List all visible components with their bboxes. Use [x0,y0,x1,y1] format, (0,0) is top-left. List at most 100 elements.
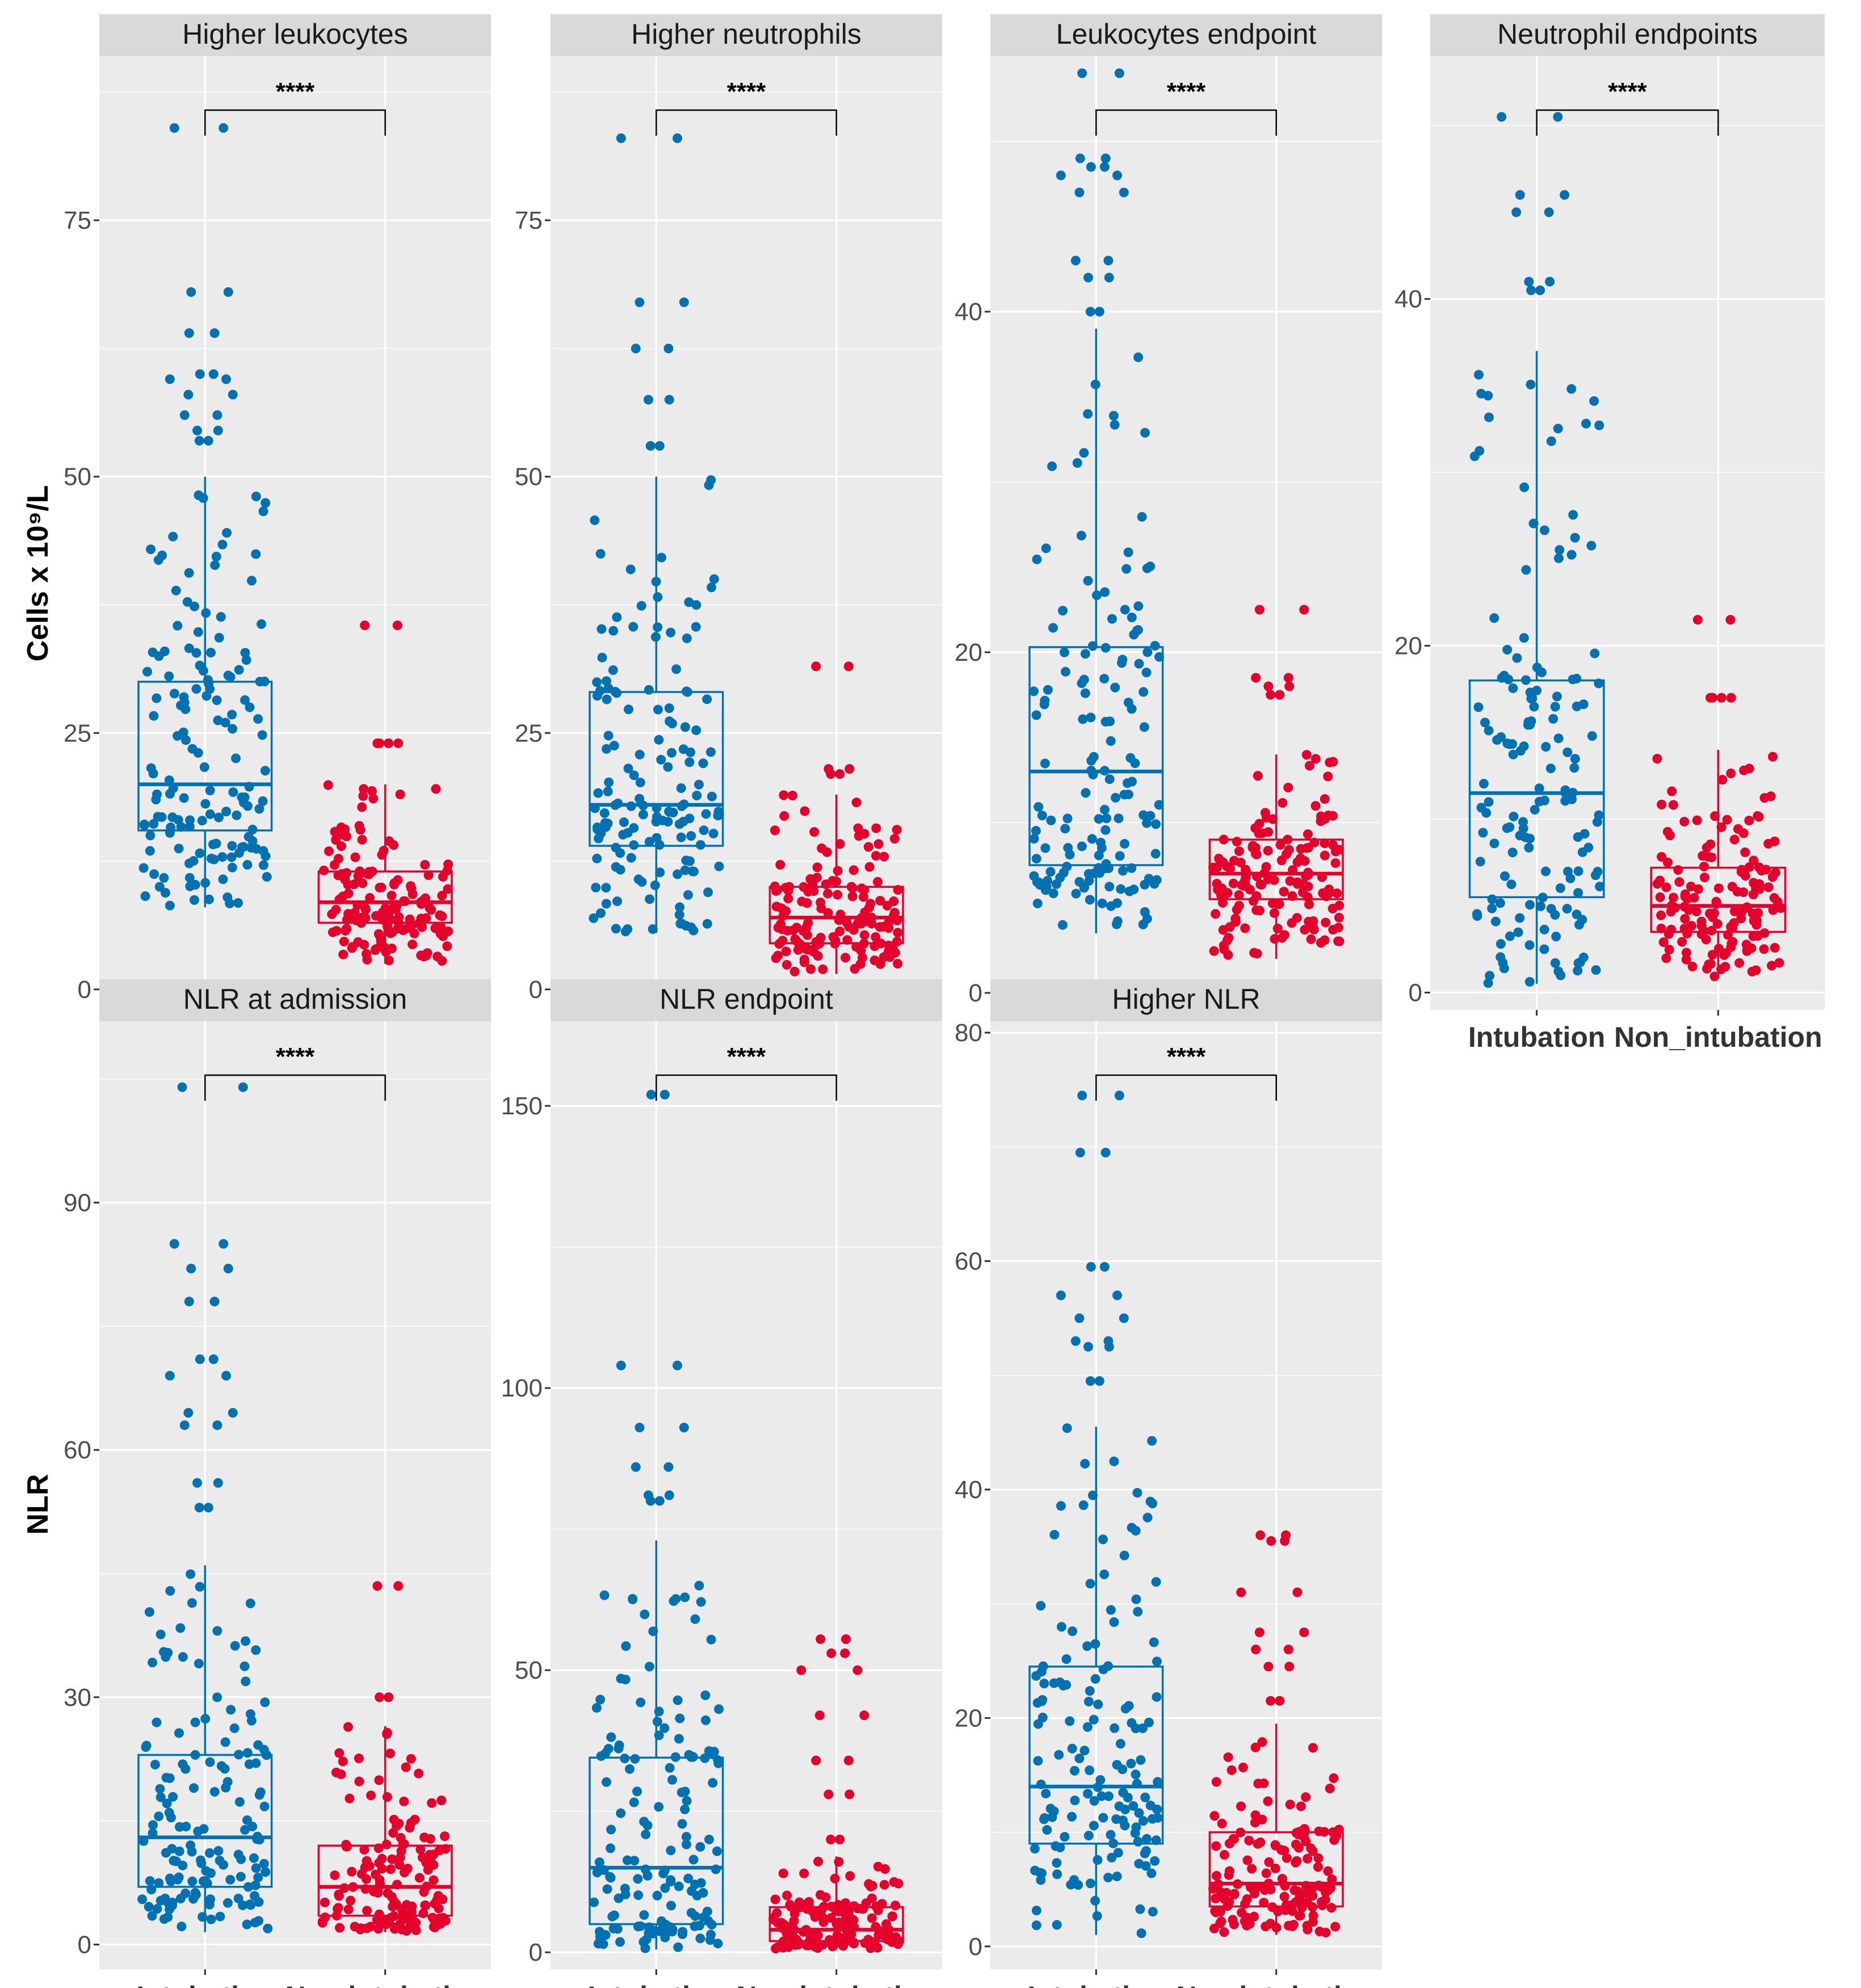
outlier-point [1056,170,1066,181]
data-point [1083,1830,1094,1840]
data-point [1138,1816,1148,1826]
data-point [612,896,623,907]
data-point [594,1857,604,1867]
data-point [1753,811,1763,821]
data-point [677,1819,687,1829]
data-point [330,860,340,870]
data-point [1763,882,1774,892]
data-point [1710,811,1720,821]
data-point [1103,1791,1114,1801]
data-point [639,1910,649,1920]
outlier-point [845,764,855,774]
data-point [1043,876,1053,886]
data-point [1144,1717,1154,1727]
data-point [652,803,662,813]
data-point [228,787,238,797]
data-point [233,898,243,908]
data-point [1148,1499,1158,1509]
data-point [838,1902,848,1912]
data-point [1128,1801,1139,1811]
data-point [696,1878,706,1888]
outlier-point [1251,1645,1261,1655]
data-point [180,1764,191,1774]
data-point [421,1857,431,1868]
data-point [414,1873,425,1883]
x-category-label: Intubation [136,1981,274,1988]
outlier-point [186,1264,196,1274]
data-point [1553,553,1564,563]
data-point [320,1897,330,1907]
data-point [240,695,250,705]
data-point [779,811,789,821]
outlier-point [1266,690,1276,700]
data-point [806,964,816,974]
data-point [851,798,862,808]
data-point [1154,652,1165,662]
data-point [1236,1827,1246,1838]
data-point [622,1855,632,1865]
data-point [184,873,195,883]
data-point [641,1829,651,1839]
data-point [234,1750,244,1760]
data-point [1539,525,1549,535]
data-point [1078,1500,1089,1511]
data-point [436,911,446,921]
data-point [1472,909,1482,919]
data-point [213,812,224,823]
y-tick-label: 0 [969,979,982,1007]
data-point [1726,768,1736,778]
data-point [1241,865,1251,875]
y-tick-label: 0 [78,1931,91,1958]
outlier-point [843,1755,854,1765]
outlier-point [852,1665,863,1675]
data-point [401,1762,411,1772]
data-point [783,925,793,936]
data-point [1037,1696,1047,1706]
data-point [389,1897,400,1907]
data-point [1770,836,1780,846]
data-point [1555,545,1565,555]
data-point [667,719,677,729]
data-point [1112,898,1122,908]
significance-bracket [1536,109,1719,136]
data-point [1213,1879,1224,1889]
data-point [145,1876,155,1886]
data-point [1562,904,1572,914]
data-point [1090,1674,1100,1684]
data-point [1668,800,1678,810]
data-point [1065,1716,1075,1726]
data-point [142,666,153,677]
data-point [242,1919,252,1930]
data-point [1308,1743,1318,1753]
data-point [652,1717,662,1727]
data-point [1541,866,1551,876]
data-point [138,863,149,873]
data-point [1680,913,1690,924]
data-point [624,1764,635,1774]
outlier-point [811,1755,821,1765]
outlier-point [1077,68,1087,78]
data-point [1141,668,1152,678]
data-point [1591,965,1601,975]
data-point [1139,722,1149,732]
data-point [636,1697,646,1708]
data-point [1134,659,1144,669]
data-point [1487,903,1497,913]
data-point [319,865,329,875]
y-tick-label: 80 [955,1019,982,1047]
data-point [640,1864,650,1874]
data-point [893,885,903,895]
data-point [1062,1423,1072,1433]
data-point [791,1940,801,1950]
data-point [1539,944,1549,954]
data-point [1270,1840,1280,1851]
data-point [1110,420,1120,430]
data-point [831,1919,842,1929]
panel-background [551,56,942,1010]
data-point [673,869,683,879]
data-point [1316,938,1326,948]
data-point [1302,1920,1312,1931]
